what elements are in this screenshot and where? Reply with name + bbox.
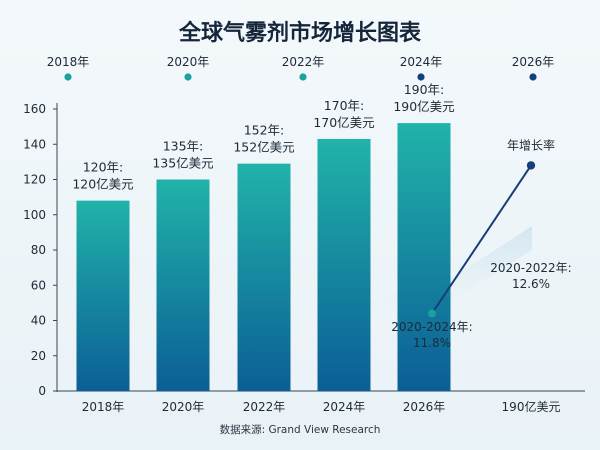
y-tick-label: 120 [23, 173, 46, 187]
chart-title: 全球气雾剂市场增长图表 [178, 20, 422, 46]
growth-annotation: 2020-2024年: 11.8% [391, 320, 472, 350]
timeline-dot [184, 73, 192, 81]
bars [76, 123, 451, 391]
x-ticks: 2018年 2020年 2022年 2024年 2026年 190亿美元 [82, 399, 561, 414]
y-tick-label: 140 [23, 137, 46, 151]
y-tick-label: 40 [31, 314, 46, 328]
timeline-dot [417, 73, 425, 81]
timeline-label: 2020年 [167, 55, 210, 69]
timeline-label: 2018年 [47, 55, 90, 69]
annotations: 2020-2024年: 11.8% 2020-2022年: 12.6% [391, 261, 571, 350]
growth-point [428, 309, 436, 318]
y-ticks: 0 20 40 60 80 100 120 140 160 [23, 102, 57, 398]
x-tick-label: 2020年 [162, 400, 205, 414]
timeline-dot [529, 73, 537, 81]
bar-value-label: 190年: 190亿美元 [393, 82, 454, 114]
bar-value-label: 135年: 135亿美元 [152, 139, 213, 171]
y-tick-label: 60 [31, 278, 46, 292]
timeline-label: 2022年 [282, 55, 325, 69]
y-tick-label: 0 [38, 384, 46, 398]
bar [156, 179, 210, 391]
bar [317, 138, 371, 391]
source-note: 数据来源: Grand View Research [220, 423, 381, 436]
timeline-label: 2026年 [512, 55, 555, 69]
x-tick-label: 2022年 [243, 400, 286, 414]
bar [397, 123, 451, 391]
x-tick-label: 2024年 [323, 400, 366, 414]
y-tick-label: 100 [23, 208, 46, 222]
bar [237, 163, 291, 391]
x-tick-label: 2018年 [82, 400, 125, 414]
bar-labels: 120年: 120亿美元 135年: 135亿美元 152年: 152亿美元 170年: 17… [72, 82, 454, 192]
bar-value-label: 152年: 152亿美元 [233, 123, 294, 155]
bar-value-label: 170年: 170亿美元 [313, 98, 374, 130]
timeline-dot [64, 73, 72, 81]
growth-line-group: 年增长率 [428, 137, 555, 318]
growth-line [431, 164, 532, 315]
growth-line-label: 年增长率 [507, 137, 555, 152]
timeline-label: 2024年 [400, 55, 443, 69]
x-tick-label: 190亿美元 [502, 399, 561, 414]
bar [76, 200, 130, 391]
y-tick-label: 160 [23, 102, 46, 116]
growth-point [526, 161, 536, 170]
y-tick-label: 20 [31, 349, 46, 363]
growth-annotation: 2020-2022年: 12.6% [490, 261, 571, 291]
bar-value-label: 120年: 120亿美元 [72, 160, 133, 192]
timeline: 2018年 2020年 2022年 2024年 2026年 [47, 55, 555, 81]
x-tick-label: 2026年 [403, 400, 446, 414]
y-tick-label: 80 [31, 243, 46, 257]
timeline-dot [299, 73, 307, 81]
